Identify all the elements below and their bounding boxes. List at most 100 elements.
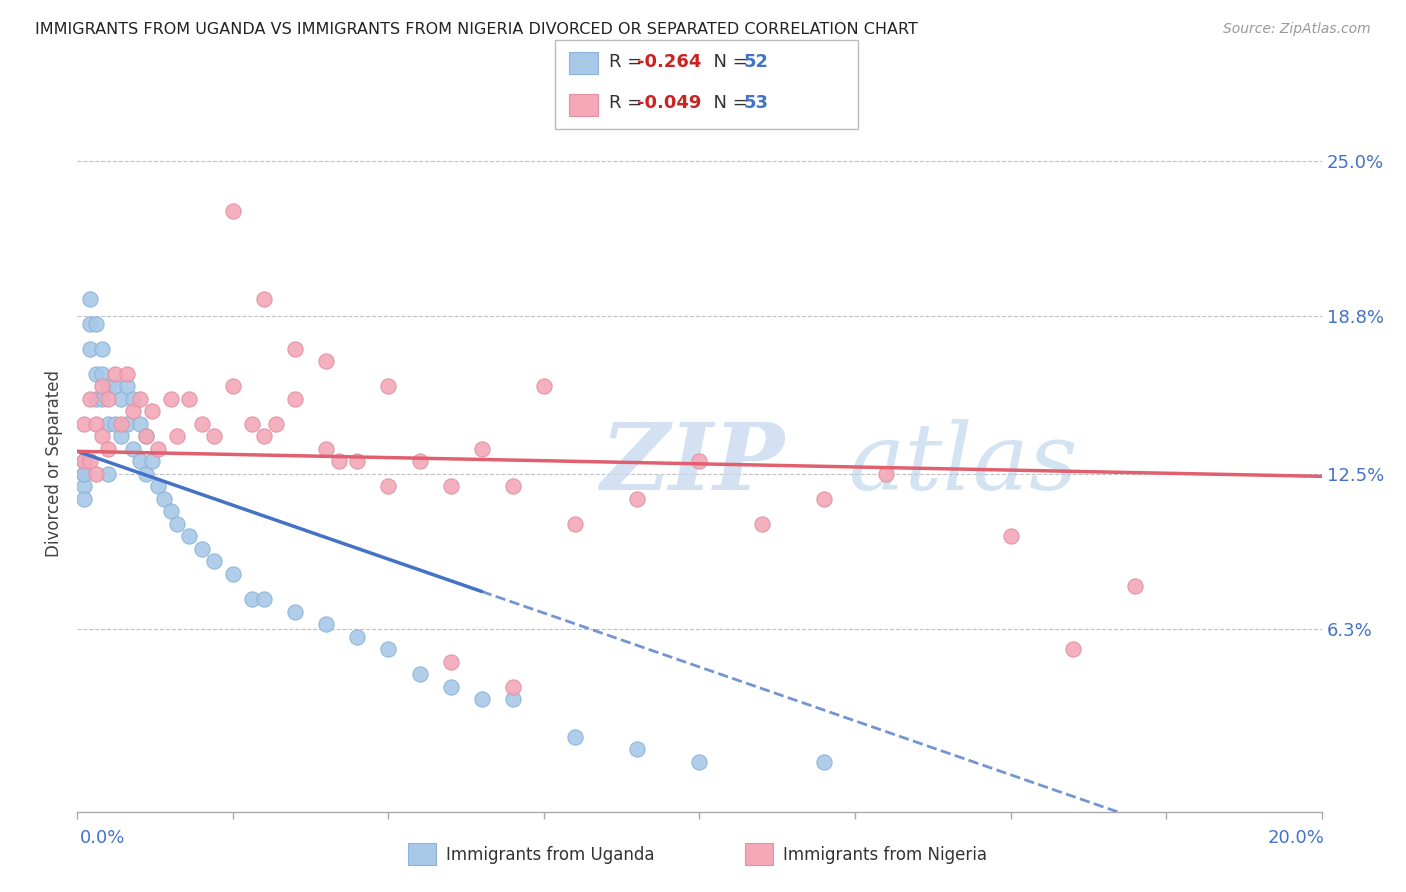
- Point: [159, 504, 181, 518]
- Text: IMMIGRANTS FROM UGANDA VS IMMIGRANTS FROM NIGERIA DIVORCED OR SEPARATED CORRELAT: IMMIGRANTS FROM UGANDA VS IMMIGRANTS FRO…: [35, 22, 918, 37]
- Point: [72, 479, 94, 493]
- Point: [91, 342, 114, 356]
- Point: [626, 742, 648, 756]
- Point: [104, 417, 127, 431]
- Point: [153, 491, 176, 506]
- Point: [97, 417, 120, 431]
- Point: [284, 342, 307, 356]
- Point: [84, 367, 107, 381]
- Point: [91, 379, 114, 393]
- Text: 53: 53: [744, 94, 769, 112]
- Point: [1000, 529, 1022, 543]
- Point: [84, 467, 107, 481]
- Point: [115, 417, 138, 431]
- Point: [97, 379, 120, 393]
- Point: [1123, 579, 1146, 593]
- Point: [91, 429, 114, 443]
- Point: [284, 392, 307, 406]
- Point: [72, 491, 94, 506]
- Point: [135, 429, 157, 443]
- Point: [84, 417, 107, 431]
- Text: -0.049: -0.049: [637, 94, 702, 112]
- Point: [91, 367, 114, 381]
- Point: [253, 592, 276, 607]
- Point: [315, 442, 337, 456]
- Point: [148, 442, 170, 456]
- Point: [222, 204, 245, 219]
- Point: [689, 454, 711, 468]
- Point: [440, 655, 463, 669]
- Text: -0.264: -0.264: [637, 54, 702, 71]
- Point: [191, 417, 214, 431]
- Point: [79, 454, 101, 468]
- Text: N =: N =: [702, 94, 754, 112]
- Point: [222, 379, 245, 393]
- Point: [346, 630, 368, 644]
- Text: atlas: atlas: [849, 419, 1078, 508]
- Point: [471, 442, 494, 456]
- Point: [1062, 642, 1084, 657]
- Point: [79, 392, 101, 406]
- Point: [110, 392, 132, 406]
- Point: [79, 292, 101, 306]
- Point: [97, 392, 120, 406]
- Text: 0.0%: 0.0%: [80, 829, 125, 847]
- Point: [875, 467, 897, 481]
- Point: [191, 541, 214, 556]
- Point: [128, 392, 150, 406]
- Point: [689, 755, 711, 769]
- Point: [115, 379, 138, 393]
- Point: [315, 617, 337, 632]
- Point: [240, 417, 263, 431]
- Text: Immigrants from Uganda: Immigrants from Uganda: [446, 846, 654, 863]
- Point: [141, 404, 163, 418]
- Point: [72, 454, 94, 468]
- Point: [128, 417, 150, 431]
- Point: [408, 454, 430, 468]
- Point: [72, 467, 94, 481]
- Point: [79, 342, 101, 356]
- Point: [159, 392, 181, 406]
- Point: [179, 529, 201, 543]
- Point: [135, 429, 157, 443]
- Point: [253, 292, 276, 306]
- Point: [115, 367, 138, 381]
- Point: [122, 442, 145, 456]
- Point: [79, 317, 101, 331]
- Point: [135, 467, 157, 481]
- Text: 52: 52: [744, 54, 769, 71]
- Point: [179, 392, 201, 406]
- Point: [222, 566, 245, 581]
- Point: [440, 479, 463, 493]
- Point: [502, 479, 524, 493]
- Point: [377, 379, 399, 393]
- Point: [533, 379, 555, 393]
- Point: [626, 491, 648, 506]
- Point: [377, 479, 399, 493]
- Text: R =: R =: [609, 94, 648, 112]
- Point: [284, 605, 307, 619]
- Point: [253, 429, 276, 443]
- Point: [72, 467, 94, 481]
- Point: [408, 667, 430, 681]
- Point: [202, 554, 225, 568]
- Point: [148, 479, 170, 493]
- Point: [84, 317, 107, 331]
- Point: [84, 392, 107, 406]
- Text: R =: R =: [609, 54, 648, 71]
- Point: [502, 692, 524, 706]
- Point: [122, 404, 145, 418]
- Point: [104, 379, 127, 393]
- Point: [502, 680, 524, 694]
- Point: [104, 367, 127, 381]
- Text: Source: ZipAtlas.com: Source: ZipAtlas.com: [1223, 22, 1371, 37]
- Y-axis label: Divorced or Separated: Divorced or Separated: [45, 370, 63, 558]
- Point: [813, 755, 835, 769]
- Point: [328, 454, 350, 468]
- Point: [110, 429, 132, 443]
- Text: N =: N =: [702, 54, 754, 71]
- Point: [564, 730, 586, 744]
- Point: [72, 417, 94, 431]
- Point: [564, 516, 586, 531]
- Point: [166, 516, 188, 531]
